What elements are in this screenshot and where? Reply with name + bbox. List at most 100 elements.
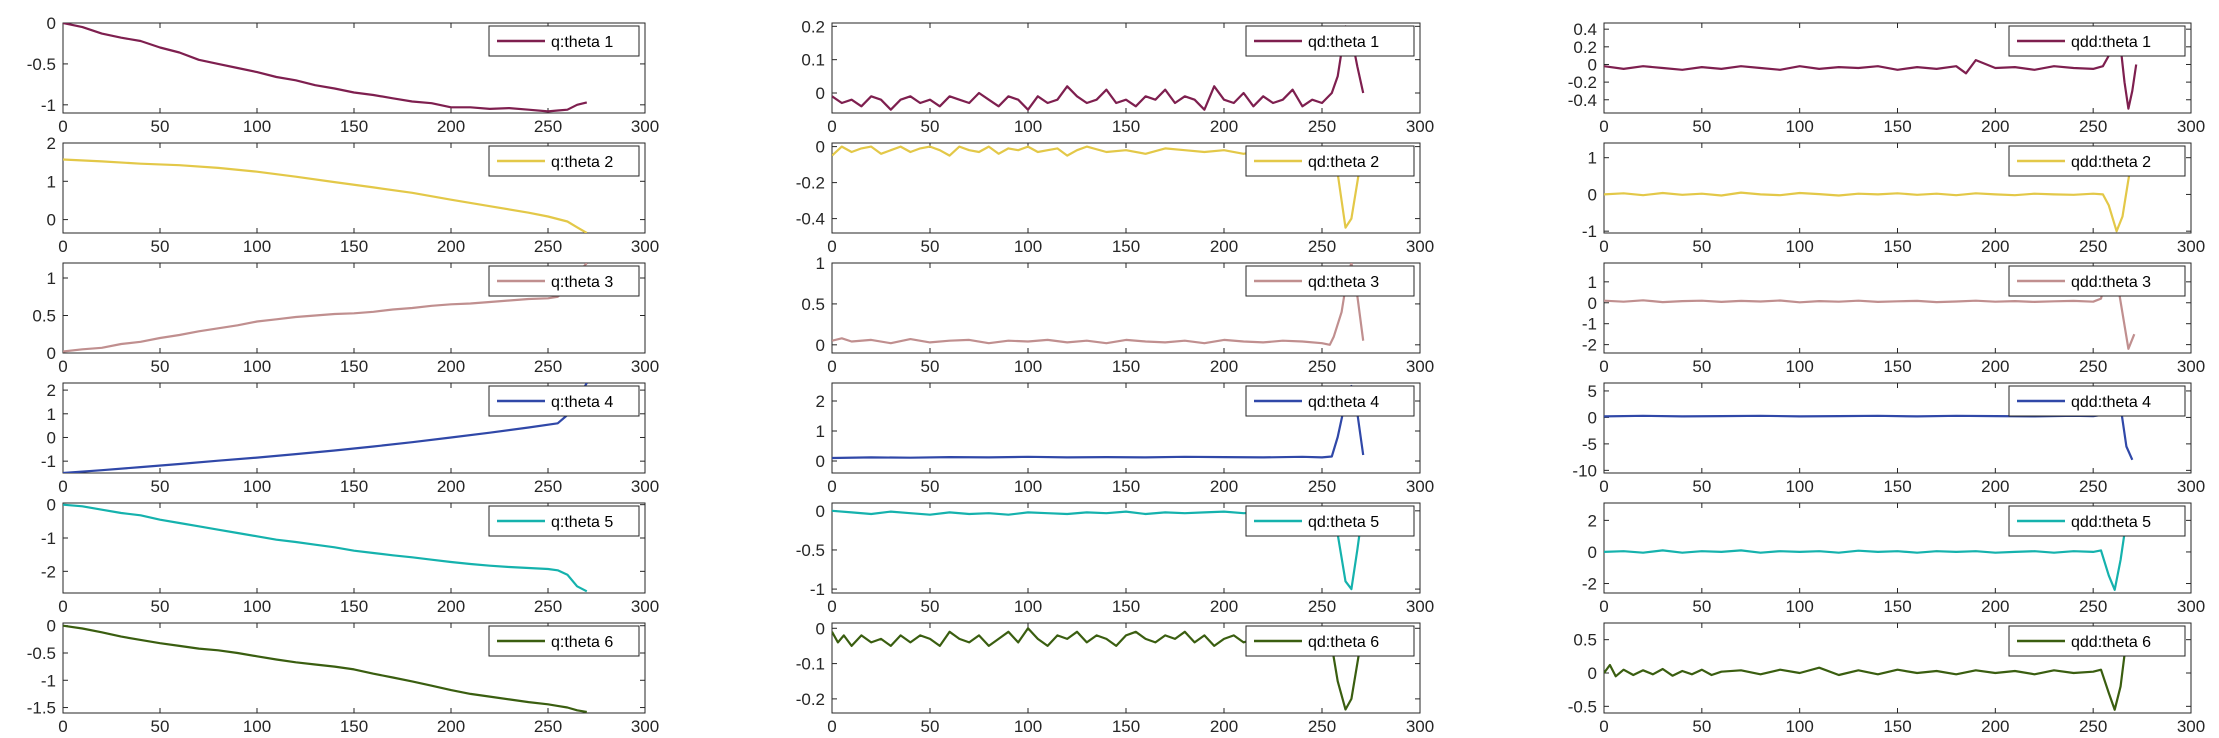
legend-label: qd:theta 2 [1308, 154, 1379, 171]
y-tick-label: 0.5 [32, 307, 56, 326]
y-tick-label: -0.4 [796, 210, 825, 229]
y-tick-label: -2 [41, 562, 56, 581]
y-tick-label: 0 [1588, 543, 1597, 562]
y-tick-label: 1 [1588, 149, 1597, 168]
y-tick-label: 0 [47, 496, 56, 515]
x-tick-label: 150 [340, 237, 368, 256]
legend-label: qd:theta 5 [1308, 514, 1379, 531]
x-tick-label: 100 [243, 357, 271, 376]
y-tick-label: 0 [816, 452, 825, 471]
subplot-qdd3: 0 50 100 150 200 250 300 -2 -1 0 1 qdd:theta 3 [1582, 262, 2205, 376]
x-tick-label: 0 [1599, 717, 1608, 736]
x-tick-label: 100 [243, 477, 271, 496]
x-tick-label: 250 [1308, 237, 1336, 256]
legend-qdd4: qdd:theta 4 [2008, 385, 2186, 417]
legend-label: qd:theta 3 [1308, 274, 1379, 291]
x-tick-label: 150 [340, 357, 368, 376]
x-tick-label: 50 [1692, 477, 1711, 496]
legend-label: qdd:theta 2 [2071, 154, 2151, 171]
x-tick-label: 0 [1599, 117, 1608, 136]
x-tick-label: 200 [1210, 357, 1238, 376]
legend-label: q:theta 6 [551, 634, 613, 651]
y-tick-label: -0.5 [1568, 697, 1597, 716]
x-tick-label: 250 [1308, 117, 1336, 136]
x-tick-label: 300 [1406, 357, 1434, 376]
x-tick-label: 0 [58, 597, 67, 616]
x-tick-label: 150 [340, 597, 368, 616]
x-tick-label: 0 [1599, 477, 1608, 496]
legend-q3: q:theta 3 [488, 265, 640, 297]
x-tick-label: 300 [631, 117, 659, 136]
x-tick-label: 150 [340, 117, 368, 136]
x-tick-label: 300 [631, 717, 659, 736]
x-tick-label: 200 [1981, 117, 2009, 136]
x-tick-label: 0 [58, 357, 67, 376]
x-tick-label: 250 [534, 717, 562, 736]
x-tick-label: 50 [151, 477, 170, 496]
x-tick-label: 150 [340, 717, 368, 736]
x-tick-label: 50 [151, 117, 170, 136]
y-tick-label: 1 [47, 269, 56, 288]
series-line-qdd3 [1604, 268, 2136, 350]
x-tick-label: 50 [1692, 357, 1711, 376]
x-tick-label: 300 [1406, 117, 1434, 136]
x-tick-label: 200 [1210, 477, 1238, 496]
x-tick-label: 0 [58, 717, 67, 736]
x-tick-label: 0 [1599, 357, 1608, 376]
y-tick-label: -1 [1582, 222, 1597, 241]
legend-q2: q:theta 2 [488, 145, 640, 177]
subplot-qdd5: 0 50 100 150 200 250 300-202 qdd:theta 5 [1582, 502, 2205, 616]
subplot-qdd6: 0 50 100 150 200 250 300-0.500.5 qdd:theta 6 [1568, 622, 2205, 736]
y-tick-label: 1 [47, 172, 56, 191]
y-tick-label: -1 [41, 529, 56, 548]
x-tick-label: 200 [1210, 117, 1238, 136]
legend-q5: q:theta 5 [488, 505, 640, 537]
y-tick-label: -0.2 [796, 174, 825, 193]
series-line-q4 [63, 383, 588, 473]
x-tick-label: 150 [1112, 477, 1140, 496]
y-tick-label: 0 [816, 619, 825, 638]
x-tick-label: 200 [1210, 717, 1238, 736]
x-tick-label: 300 [2177, 597, 2205, 616]
x-tick-label: 200 [1981, 717, 2009, 736]
legend-label: qdd:theta 3 [2071, 274, 2151, 291]
y-tick-label: 1 [816, 254, 825, 273]
x-tick-label: 300 [631, 357, 659, 376]
x-tick-label: 200 [437, 597, 465, 616]
x-tick-label: 0 [827, 477, 836, 496]
subplot-qd2: 0 50 100 150 200 250 300 -0.4 -0.2 0 qd:theta 2 [796, 138, 1434, 256]
y-tick-label: 0.5 [801, 295, 825, 314]
x-tick-label: 50 [1692, 117, 1711, 136]
x-tick-label: 250 [1308, 357, 1336, 376]
y-tick-label: -1 [41, 452, 56, 471]
legend-label: qdd:theta 4 [2071, 394, 2151, 411]
legend-label: q:theta 3 [551, 274, 613, 291]
legend-qdd1: qdd:theta 1 [2008, 25, 2186, 57]
x-tick-label: 200 [1981, 357, 2009, 376]
series-line-q6 [63, 624, 587, 713]
x-tick-label: 300 [2177, 477, 2205, 496]
x-tick-label: 0 [827, 357, 836, 376]
x-tick-label: 300 [631, 597, 659, 616]
series-line-q1 [63, 23, 588, 113]
series-line-qd3 [832, 263, 1365, 346]
subplot-qdd1: 0 50 100 150 200 250 300-0.4-0.200.20.4qdd:the… [1568, 20, 2205, 136]
y-tick-label: -1 [810, 580, 825, 599]
y-tick-label: 0.4 [1573, 20, 1597, 39]
x-tick-label: 150 [1883, 237, 1911, 256]
x-tick-label: 200 [1981, 597, 2009, 616]
x-tick-label: 150 [340, 477, 368, 496]
legend-qd1: qd:theta 1 [1245, 25, 1415, 57]
series-line-qdd2 [1604, 146, 2136, 233]
x-tick-label: 50 [151, 717, 170, 736]
legend-q6: q:theta 6 [488, 625, 640, 657]
y-tick-label: -2 [1582, 336, 1597, 355]
x-tick-label: 100 [243, 717, 271, 736]
y-tick-label: 0 [47, 211, 56, 230]
x-tick-label: 300 [2177, 357, 2205, 376]
legend-label: q:theta 5 [551, 514, 613, 531]
x-tick-label: 50 [1692, 237, 1711, 256]
x-tick-label: 300 [1406, 477, 1434, 496]
x-tick-label: 50 [921, 237, 940, 256]
